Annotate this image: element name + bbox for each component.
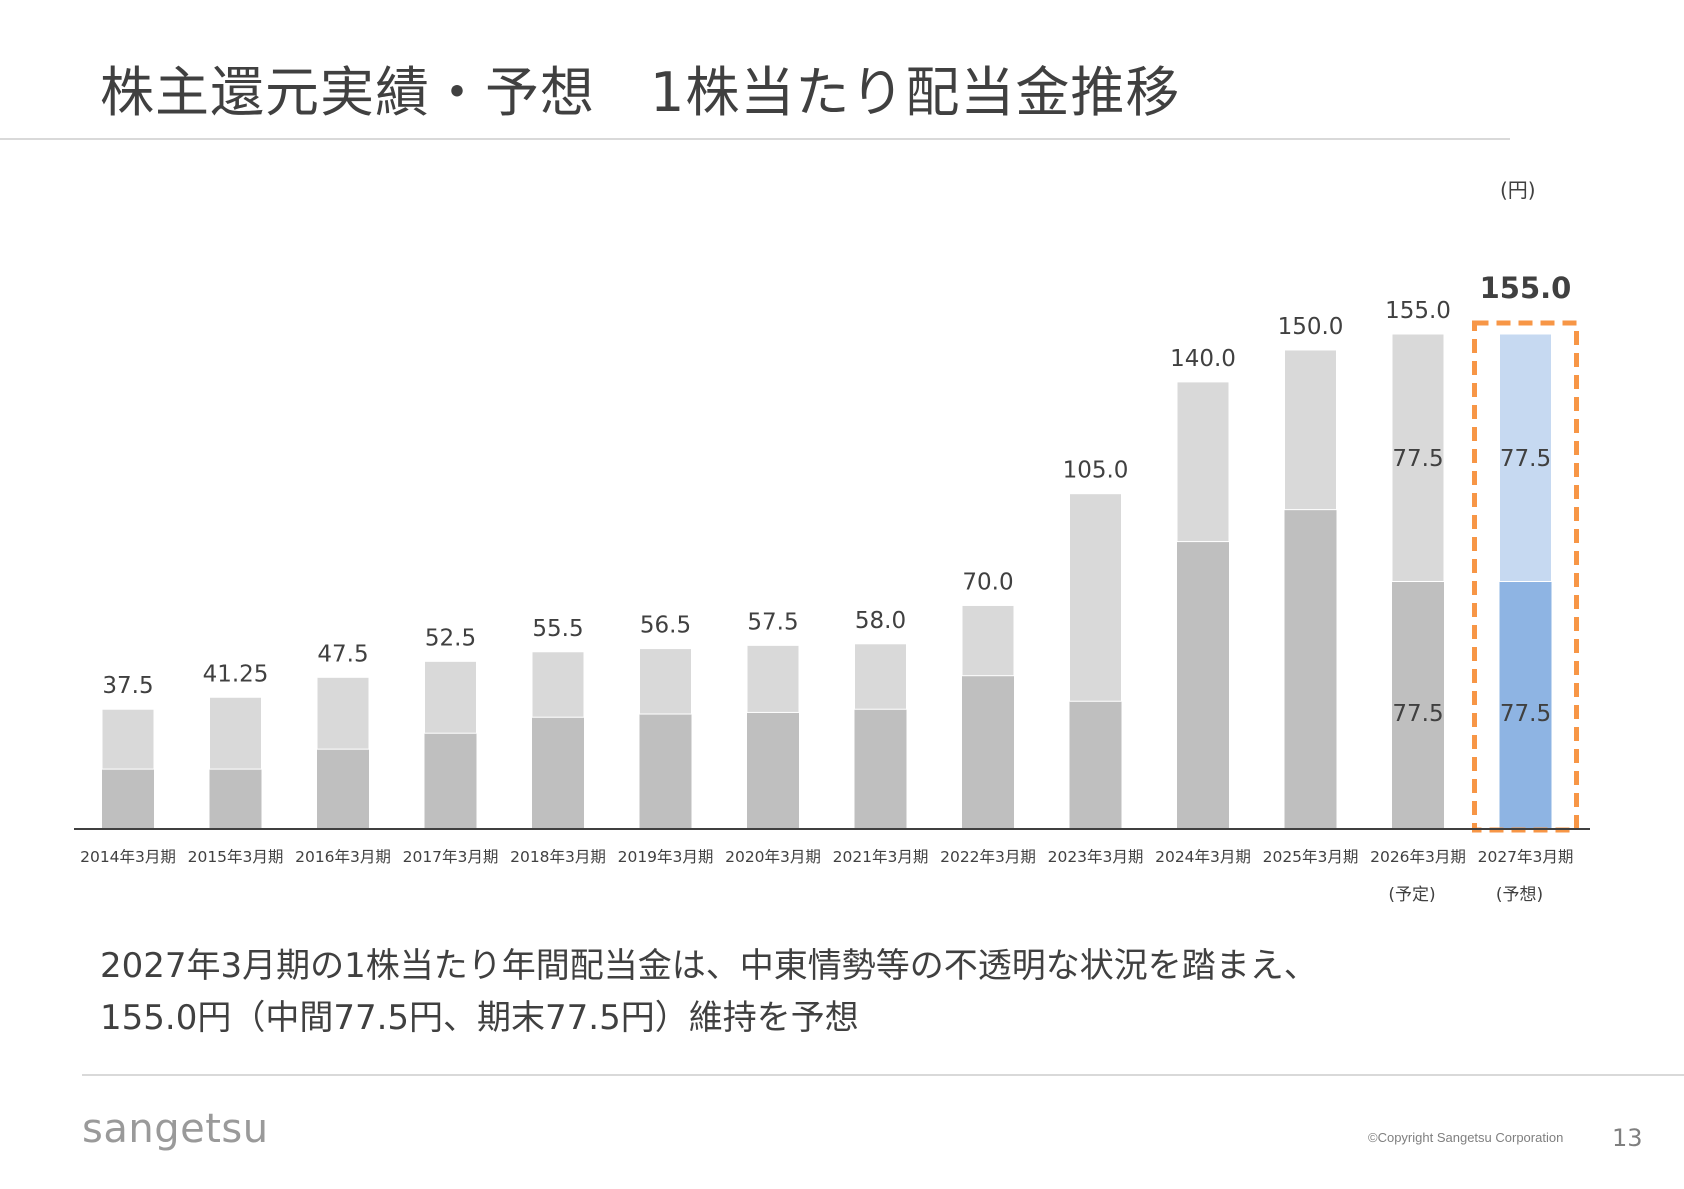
summary-line-1: 2027年3月期の1株当たり年間配当金は、中東情勢等の不透明な状況を踏まえ、 [100, 946, 1318, 986]
bar-interim-6 [747, 712, 799, 829]
segment-label-bottom-13: 77.5 [1500, 701, 1551, 727]
bar-final-9 [1069, 493, 1122, 702]
category-label-3: 2017年3月期 [403, 848, 499, 866]
bar-interim-9 [1069, 701, 1122, 829]
total-label-4: 55.5 [532, 616, 583, 642]
bar-interim-4 [532, 717, 584, 829]
bar-interim-1 [209, 769, 262, 829]
bar-final-3 [424, 660, 477, 734]
total-label-11: 150.0 [1278, 314, 1344, 340]
bar-interim-12 [1392, 581, 1444, 829]
category-note-12: (予定) [1388, 885, 1435, 905]
bar-final-2 [316, 676, 370, 750]
page-number: 13 [1612, 1124, 1643, 1152]
dividend-chart: 37.5 2014年3月期 41.25 2015年3月期 47.5 2016年3月期 52.… [74, 271, 1590, 905]
category-label-0: 2014年3月期 [80, 848, 176, 866]
bar-interim-11 [1284, 509, 1337, 829]
bar-interim-13 [1499, 581, 1552, 829]
bar-final-4 [531, 651, 585, 718]
bar-final-5 [639, 648, 692, 715]
bar-interim-2 [317, 749, 369, 829]
total-label-8: 70.0 [962, 569, 1013, 595]
bar-final-8 [961, 604, 1015, 677]
category-label-6: 2020年3月期 [725, 848, 821, 866]
total-label-3: 52.5 [425, 625, 476, 651]
category-label-8: 2022年3月期 [940, 848, 1036, 866]
bar-final-6 [746, 644, 800, 713]
category-label-11: 2025年3月期 [1263, 848, 1359, 866]
bar-final-1 [209, 696, 262, 770]
footer-divider [82, 1074, 1684, 1076]
bar-interim-3 [424, 733, 477, 829]
category-label-1: 2015年3月期 [188, 848, 284, 866]
total-label-13: 155.0 [1480, 271, 1572, 305]
category-label-4: 2018年3月期 [510, 848, 606, 866]
segment-label-top-12: 77.5 [1392, 446, 1443, 472]
summary-text: 2027年3月期の1株当たり年間配当金は、中東情勢等の不透明な状況を踏まえ、 1… [100, 940, 1318, 1044]
summary-line-2: 155.0円（中間77.5円、期末77.5円）維持を予想 [100, 998, 859, 1038]
bar-final-11 [1284, 349, 1337, 511]
segment-label-top-13: 77.5 [1500, 446, 1551, 472]
bar-interim-5 [639, 714, 692, 829]
category-label-9: 2023年3月期 [1048, 848, 1144, 866]
bar-final-13 [1499, 333, 1552, 582]
category-label-7: 2021年3月期 [833, 848, 929, 866]
unit-label: (円) [1500, 178, 1536, 202]
total-label-6: 57.5 [747, 609, 798, 635]
bar-final-12 [1391, 333, 1445, 582]
total-label-1: 41.25 [203, 661, 269, 687]
category-note-13: (予想) [1496, 885, 1543, 905]
total-label-12: 155.0 [1385, 298, 1451, 324]
category-label-5: 2019年3月期 [618, 848, 714, 866]
bar-interim-0 [102, 769, 154, 829]
bar-interim-10 [1177, 541, 1229, 829]
bar-final-7 [854, 643, 907, 710]
sangetsu-logo: sangetsu [82, 1106, 269, 1152]
total-label-0: 37.5 [102, 673, 153, 699]
segment-label-bottom-12: 77.5 [1392, 701, 1443, 727]
bar-final-0 [101, 708, 155, 770]
total-label-10: 140.0 [1170, 346, 1236, 372]
bar-final-10 [1176, 381, 1230, 543]
total-label-5: 56.5 [640, 613, 691, 639]
category-label-2: 2016年3月期 [295, 848, 391, 866]
bar-interim-8 [962, 675, 1014, 829]
title-divider [0, 138, 1510, 140]
bar-interim-7 [854, 709, 907, 829]
category-label-13: 2027年3月期 [1478, 848, 1574, 866]
copyright-text: ©Copyright Sangetsu Corporation [1368, 1130, 1564, 1145]
total-label-2: 47.5 [317, 641, 368, 667]
total-label-7: 58.0 [855, 608, 906, 634]
category-label-10: 2024年3月期 [1155, 848, 1251, 866]
total-label-9: 105.0 [1063, 458, 1129, 484]
category-label-12: 2026年3月期 [1370, 848, 1466, 866]
page-title: 株主還元実績・予想 1株当たり配当金推移 [100, 61, 1181, 124]
